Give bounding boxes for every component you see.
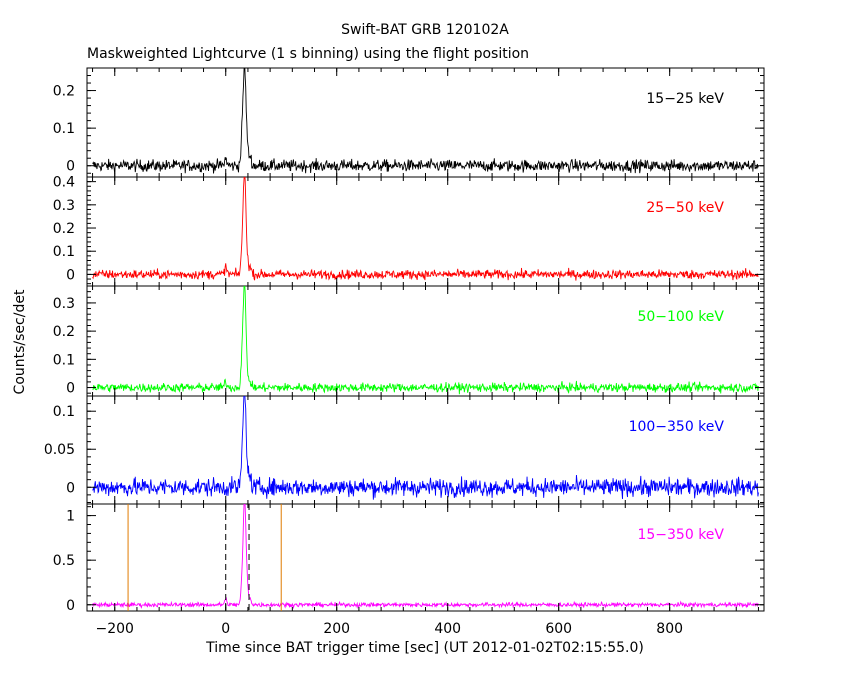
chart-title: Swift-BAT GRB 120102A (341, 22, 509, 38)
series-line (92, 504, 759, 610)
x-axis-label: Time since BAT trigger time [sec] (UT 20… (206, 640, 644, 656)
y-tick-label: 0 (66, 598, 75, 614)
x-tick-label: 400 (434, 621, 461, 637)
y-tick-label: 0.3 (53, 296, 75, 312)
panel-frame (86, 503, 765, 612)
y-tick-label: 0.1 (53, 121, 75, 137)
x-tick-label: 200 (323, 621, 350, 637)
y-tick-label: 0 (66, 159, 75, 175)
x-tick-label: 0 (221, 621, 230, 637)
y-tick-label: 0.05 (44, 442, 75, 458)
y-tick-label: 0 (66, 480, 75, 496)
y-tick-label: 0.2 (53, 84, 75, 100)
series-line (92, 396, 759, 500)
y-tick-label: 0.4 (53, 175, 75, 191)
y-tick-label: 0.2 (53, 221, 75, 237)
y-tick-label: 0.5 (53, 553, 75, 569)
x-tick-label: 800 (656, 621, 683, 637)
y-tick-label: 0.1 (53, 352, 75, 368)
panel-label: 15−25 keV (646, 91, 724, 107)
y-tick-label: 0.2 (53, 324, 75, 340)
y-tick-label: 0.1 (53, 404, 75, 420)
y-tick-label: 0 (66, 381, 75, 397)
y-axis-label: Counts/sec/det (12, 289, 28, 395)
y-tick-label: 0 (66, 267, 75, 283)
panel-frame (86, 285, 765, 397)
x-tick-label: −200 (96, 621, 134, 637)
series-line (92, 286, 759, 395)
panel-label: 50−100 keV (637, 309, 724, 325)
panel-label: 100−350 keV (629, 419, 725, 435)
y-tick-label: 1 (66, 509, 75, 525)
y-tick-label: 0.3 (53, 198, 75, 214)
panel-label: 25−50 keV (646, 200, 724, 216)
chart-subtitle: Maskweighted Lightcurve (1 s binning) us… (87, 46, 530, 62)
panel-frame (86, 176, 765, 287)
series-line (92, 68, 759, 174)
y-tick-label: 0.1 (53, 244, 75, 260)
x-tick-label: 600 (545, 621, 572, 637)
series-line (92, 177, 759, 281)
panel-label: 15−350 keV (637, 527, 724, 543)
